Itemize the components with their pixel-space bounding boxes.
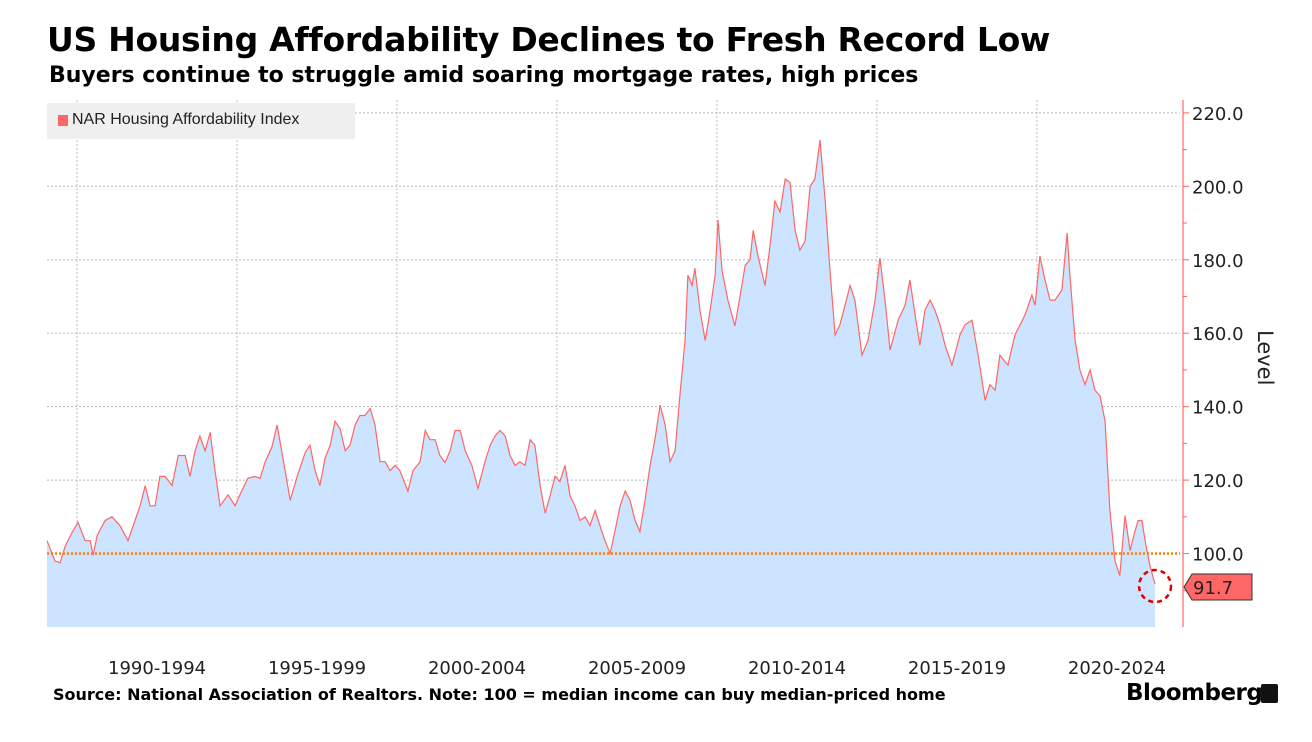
x-tick-label: 2015-2019 [908, 658, 1006, 679]
legend: NAR Housing Affordability Index [47, 103, 355, 139]
bloomberg-chart-icon [1261, 684, 1278, 703]
legend-swatch [58, 115, 68, 126]
y-tick-label: 220.0 [1192, 104, 1244, 125]
series-line [46, 139, 1156, 585]
y-tick-label: 180.0 [1192, 251, 1244, 272]
y-tick-label: 100.0 [1192, 545, 1244, 566]
y-tick-label: 200.0 [1192, 177, 1244, 198]
y-tick-label: 120.0 [1192, 471, 1244, 492]
source-note: Source: National Association of Realtors… [53, 685, 946, 704]
last-value-highlight-circle [1137, 568, 1173, 604]
y-tick-label: 140.0 [1192, 398, 1244, 419]
last-value-label: 91.7 [1183, 573, 1253, 601]
x-tick-label: 2005-2009 [588, 658, 686, 679]
y-tick-label: 160.0 [1192, 324, 1244, 345]
last-value-text: 91.7 [1193, 578, 1233, 599]
chart-title: US Housing Affordability Declines to Fre… [47, 20, 1051, 59]
legend-label: NAR Housing Affordability Index [72, 111, 300, 128]
y-axis: 220.0 200.0 180.0 160.0 140.0 120.0 100.0 [1182, 100, 1244, 627]
x-tick-label: 1990-1994 [108, 658, 206, 679]
chart-subtitle: Buyers continue to struggle amid soaring… [49, 63, 919, 88]
x-tick-label: 1995-1999 [268, 658, 366, 679]
x-tick-label: 2020-2024 [1068, 658, 1166, 679]
bloomberg-logo: Bloomberg [1126, 680, 1263, 706]
x-tick-label: 2010-2014 [748, 658, 846, 679]
last-value-box [1183, 573, 1253, 601]
x-axis: 1990-1994 1995-1999 2000-2004 2005-2009 2010… [108, 658, 1166, 679]
x-tick-label: 2000-2004 [428, 658, 526, 679]
y-axis-label: Level [1253, 330, 1277, 385]
series-area-fill [47, 140, 1156, 627]
